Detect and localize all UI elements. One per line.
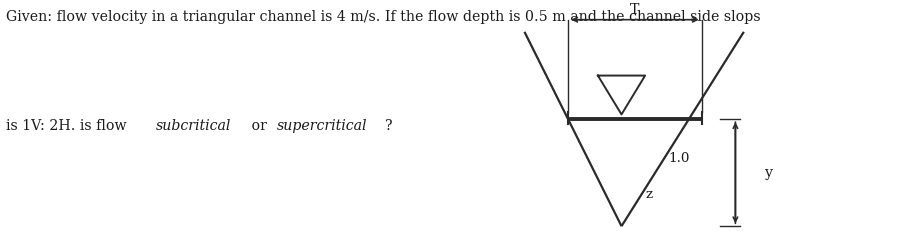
Text: subcritical: subcritical xyxy=(156,119,231,133)
Text: supercritical: supercritical xyxy=(276,119,367,133)
Text: y: y xyxy=(764,166,772,180)
Text: or: or xyxy=(247,119,271,133)
Text: ?: ? xyxy=(385,119,393,133)
Text: is 1V: 2H. is flow: is 1V: 2H. is flow xyxy=(5,119,131,133)
Polygon shape xyxy=(597,76,645,114)
Text: Given: flow velocity in a triangular channel is 4 m/s. If the flow depth is 0.5 : Given: flow velocity in a triangular cha… xyxy=(5,10,759,24)
Text: z: z xyxy=(645,188,652,201)
Text: 1.0: 1.0 xyxy=(667,152,689,165)
Text: T: T xyxy=(629,3,639,17)
